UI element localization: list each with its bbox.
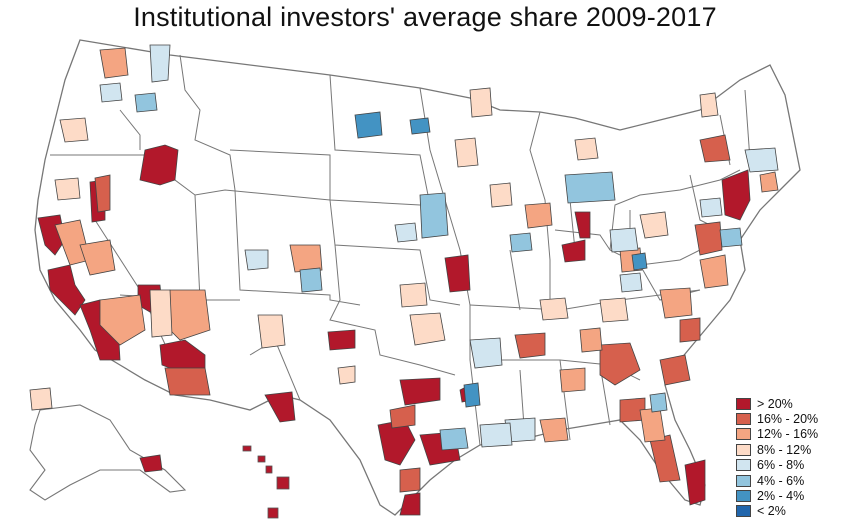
legend-item-8-12: 8% - 12% <box>736 442 818 457</box>
map-legend: > 20% 16% - 20% 12% - 16% 8% - 12% 6% - … <box>736 396 818 519</box>
legend-item-6-8: 6% - 8% <box>736 458 818 473</box>
legend-item-12-16: 12% - 16% <box>736 427 818 442</box>
legend-label: 8% - 12% <box>757 442 812 457</box>
metro-group-over-20 <box>37 144 751 516</box>
metro-group-12-16 <box>54 47 779 443</box>
legend-item-4-6: 4% - 6% <box>736 473 818 488</box>
legend-item-2-4: 2% - 4% <box>736 488 818 503</box>
legend-swatch <box>736 428 751 441</box>
legend-item-over-20: > 20% <box>736 396 818 411</box>
metro-group-4-6 <box>134 92 743 451</box>
legend-swatch <box>736 459 751 472</box>
legend-label: 2% - 4% <box>757 489 805 504</box>
us-outline <box>34 39 801 516</box>
map-title: Institutional investors' average share 2… <box>133 2 717 32</box>
legend-swatch <box>736 443 751 456</box>
legend-label: < 2% <box>757 504 786 519</box>
legend-swatch <box>736 490 751 503</box>
legend-item-under-2: < 2% <box>736 504 818 519</box>
metro-group-16-20 <box>94 134 731 493</box>
hawaii-islands <box>242 445 290 519</box>
state-borders <box>50 54 751 446</box>
legend-swatch <box>736 413 751 426</box>
legend-swatch <box>736 397 751 410</box>
legend-label: > 20% <box>757 396 793 411</box>
legend-label: 12% - 16% <box>757 427 819 442</box>
metro-group-2-4 <box>354 111 648 408</box>
legend-swatch <box>736 474 751 487</box>
legend-label: 6% - 8% <box>757 458 805 473</box>
alaska-outline <box>29 404 187 501</box>
legend-label: 16% - 20% <box>757 412 819 427</box>
legend-label: 4% - 6% <box>757 473 805 488</box>
legend-swatch <box>736 505 751 518</box>
metro-group-6-8 <box>99 44 779 448</box>
legend-item-16-20: 16% - 20% <box>736 411 818 426</box>
metro-group-8-12 <box>29 87 719 411</box>
